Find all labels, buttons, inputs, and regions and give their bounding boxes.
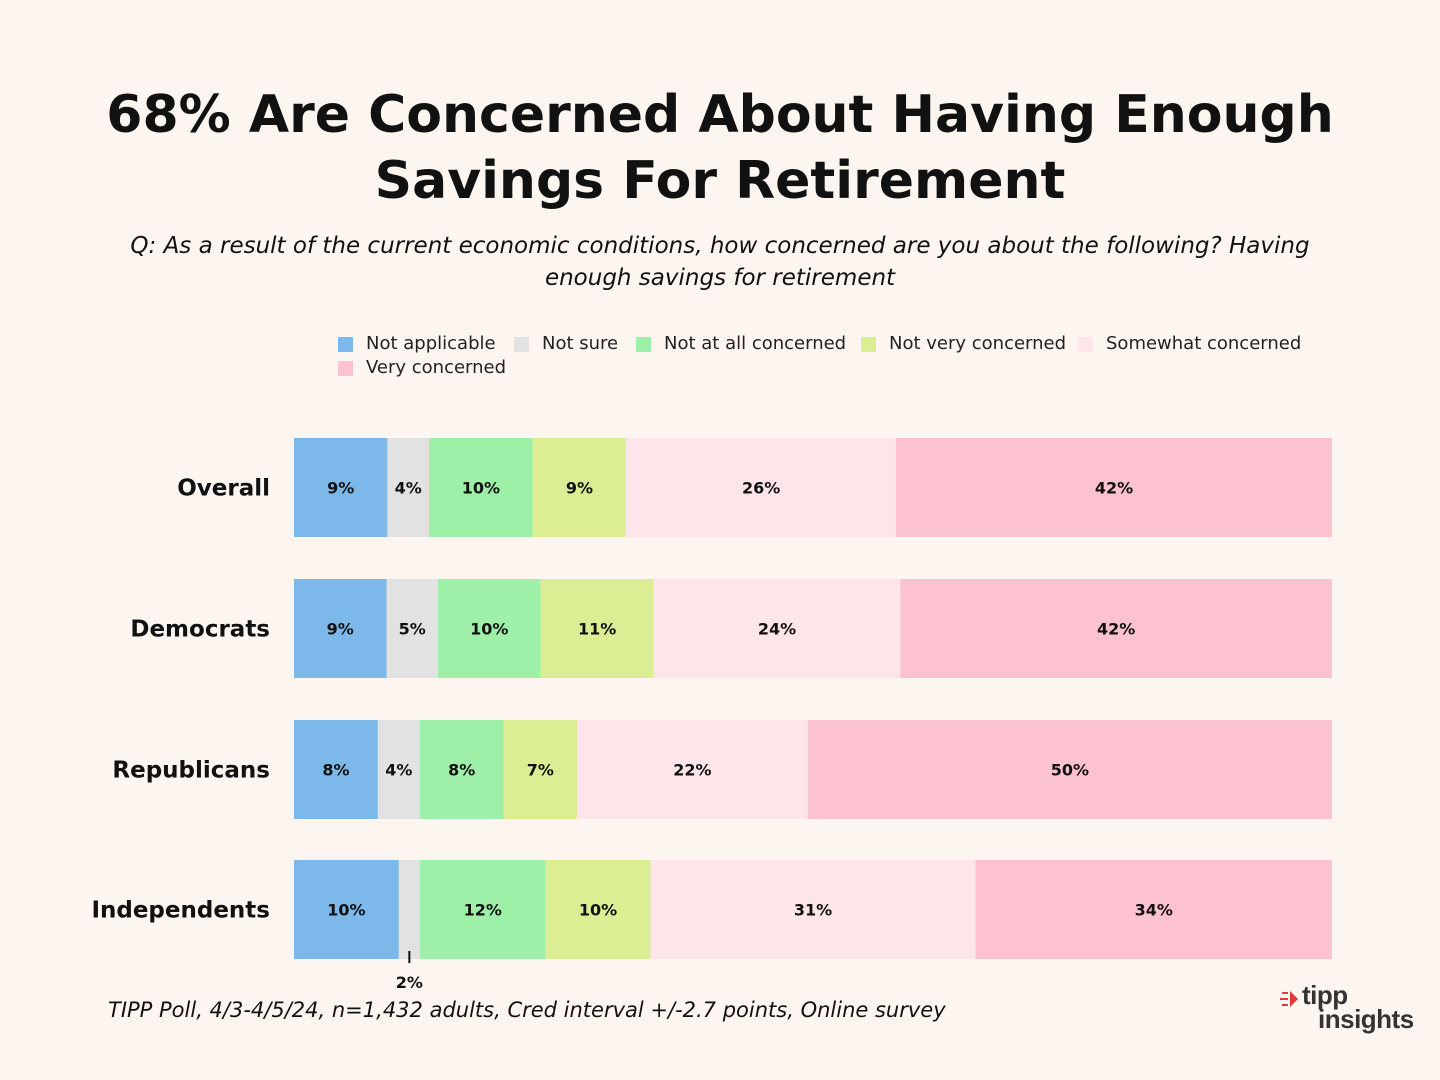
bar-segment-republicans-not-at-all-concerned xyxy=(419,720,504,819)
legend-label: Very concerned xyxy=(366,357,507,378)
bar-segment-overall-not-very-concerned xyxy=(532,438,627,537)
data-label: 9% xyxy=(327,620,354,639)
bar-segment-democrats-somewhat-concerned xyxy=(653,579,901,678)
category-label-democrats: Democrats xyxy=(130,617,270,643)
bar-segment-republicans-very-concerned xyxy=(807,720,1332,819)
chart-question: Q: As a result of the current economic c… xyxy=(100,230,1340,294)
data-label: 10% xyxy=(579,901,617,920)
bar-segment-overall-very-concerned xyxy=(896,438,1332,537)
data-label: 8% xyxy=(448,761,475,780)
data-label: 22% xyxy=(673,761,711,780)
data-label: 2% xyxy=(396,973,423,992)
bar-segment-republicans-somewhat-concerned xyxy=(577,720,808,819)
category-label-independents: Independents xyxy=(91,898,270,924)
logo-word-insights: insights xyxy=(1318,1004,1414,1034)
bar-segment-independents-not-sure xyxy=(398,860,420,959)
data-label: 4% xyxy=(385,761,412,780)
chart-question-line-1: Q: As a result of the current economic c… xyxy=(130,233,1310,259)
data-label: 10% xyxy=(327,901,365,920)
bar-segment-democrats-not-very-concerned xyxy=(540,579,654,678)
logo-arrow-icon xyxy=(1280,991,1298,1007)
data-label: 5% xyxy=(399,620,426,639)
data-label: 8% xyxy=(322,761,349,780)
bar-segment-democrats-very-concerned xyxy=(900,579,1332,678)
bar-segment-independents-not-at-all-concerned xyxy=(419,860,546,959)
chart-question-line-2: enough savings for retirement xyxy=(544,265,896,291)
bar-segment-republicans-not-very-concerned xyxy=(503,720,578,819)
data-label: 42% xyxy=(1097,620,1135,639)
bar-segment-independents-not-applicable xyxy=(294,860,399,959)
data-label: 4% xyxy=(395,479,422,498)
bar-segment-overall-somewhat-concerned xyxy=(626,438,897,537)
legend-swatch xyxy=(514,337,529,352)
chart-title: 68% Are Concerned About Having Enough Sa… xyxy=(0,82,1440,214)
bar-segment-democrats-not-applicable xyxy=(294,579,387,678)
chart-title-line-2: Savings For Retirement xyxy=(374,151,1066,211)
bar-segment-republicans-not-sure xyxy=(377,720,420,819)
data-label: 31% xyxy=(794,901,832,920)
tipp-insights-logo: tipp insights xyxy=(1280,980,1430,1038)
data-label: 24% xyxy=(758,620,796,639)
data-label: 10% xyxy=(470,620,508,639)
data-label: 9% xyxy=(566,479,593,498)
legend-label: Not very concerned xyxy=(889,333,1067,354)
poll-footnote: TIPP Poll, 4/3-4/5/24, n=1,432 adults, C… xyxy=(108,998,946,1022)
bar-segment-overall-not-at-all-concerned xyxy=(428,438,533,537)
legend-label: Not sure xyxy=(542,333,619,354)
bar-segment-democrats-not-at-all-concerned xyxy=(437,579,541,678)
legend-label: Not at all concerned xyxy=(664,333,847,354)
data-label: 7% xyxy=(527,761,554,780)
legend-label: Not applicable xyxy=(366,333,496,354)
bar-segment-democrats-not-sure xyxy=(386,579,438,678)
legend-label: Somewhat concerned xyxy=(1106,333,1302,354)
data-label: 26% xyxy=(742,479,780,498)
category-label-overall: Overall xyxy=(177,476,270,502)
data-label: 50% xyxy=(1051,761,1089,780)
bar-segment-overall-not-sure xyxy=(387,438,429,537)
bar-segment-independents-not-very-concerned xyxy=(545,860,651,959)
data-label: 11% xyxy=(578,620,616,639)
bar-segment-republicans-not-applicable xyxy=(294,720,378,819)
legend-swatch xyxy=(338,361,353,376)
legend-swatch xyxy=(636,337,651,352)
bar-segment-overall-not-applicable xyxy=(294,438,388,537)
logo-word-tipp: tipp xyxy=(1302,980,1348,1010)
legend-swatch xyxy=(1078,337,1093,352)
category-label-republicans: Republicans xyxy=(112,758,270,784)
data-label: 10% xyxy=(462,479,500,498)
legend-swatch xyxy=(338,337,353,352)
data-label: 12% xyxy=(464,901,502,920)
bar-segment-independents-somewhat-concerned xyxy=(650,860,976,959)
legend-swatch xyxy=(861,337,876,352)
data-label: 34% xyxy=(1135,901,1173,920)
data-label: 9% xyxy=(327,479,354,498)
stacked-bar-chart: Overall 9% 4% 10% 9% 26% 42% Democrats 9% 5% 10% 11… xyxy=(91,438,1332,992)
bar-segment-independents-very-concerned xyxy=(975,860,1332,959)
data-label: 42% xyxy=(1095,479,1133,498)
chart-title-line-1: 68% Are Concerned About Having Enough xyxy=(106,85,1334,145)
